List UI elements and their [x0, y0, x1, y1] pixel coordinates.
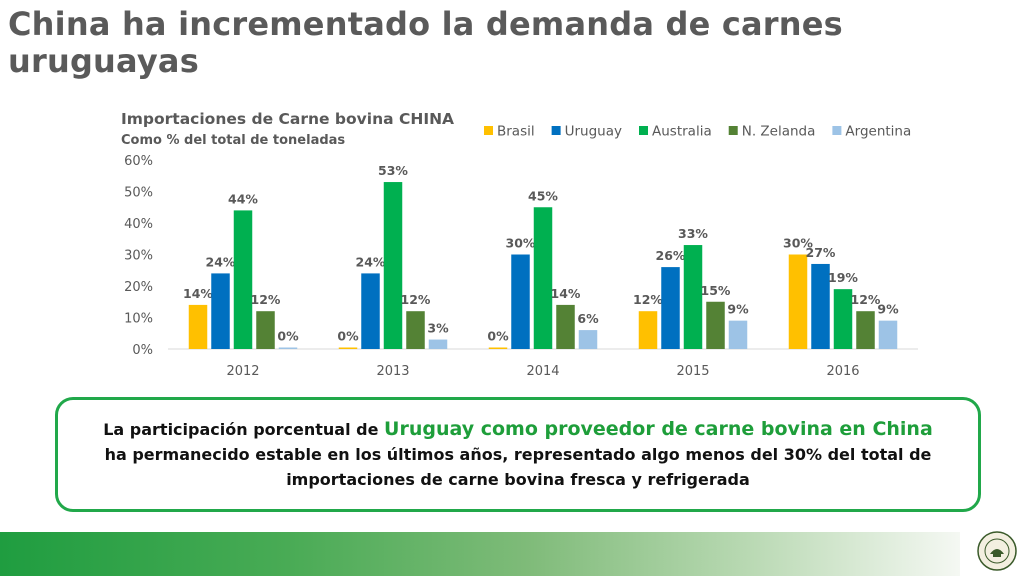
data-label: 0%	[337, 329, 359, 344]
bar	[256, 311, 275, 349]
data-label: 27%	[806, 245, 836, 260]
slide-title: China ha incrementado la demanda de carn…	[8, 5, 843, 80]
bar	[406, 311, 425, 349]
bar	[188, 304, 208, 349]
data-label: 30%	[506, 236, 536, 251]
callout-box: La participación porcentual de Uruguay c…	[55, 397, 981, 512]
x-tick-label: 2013	[376, 364, 409, 379]
bar	[578, 330, 598, 349]
legend-swatch	[728, 126, 738, 135]
y-tick-label: 50%	[124, 186, 153, 201]
y-tick-label: 10%	[124, 312, 153, 327]
data-label: 15%	[701, 283, 731, 298]
data-label: 24%	[206, 254, 236, 269]
data-label: 12%	[401, 292, 431, 307]
legend-label: N. Zelanda	[742, 124, 816, 140]
y-tick-label: 40%	[124, 217, 153, 232]
x-tick-label: 2012	[226, 364, 259, 379]
data-label: 12%	[851, 292, 881, 307]
y-tick-label: 60%	[124, 154, 153, 169]
bar	[511, 254, 530, 349]
data-label: 3%	[427, 321, 449, 336]
legend-label: Australia	[652, 124, 712, 140]
footer-gradient-band	[0, 532, 960, 576]
data-label: 26%	[656, 248, 686, 263]
legend-swatch	[484, 126, 493, 135]
data-label: 33%	[678, 226, 708, 241]
bar	[856, 311, 875, 349]
bar	[638, 311, 658, 349]
bar	[428, 339, 448, 349]
legend-label: Brasil	[497, 124, 535, 140]
data-label: 9%	[727, 302, 749, 317]
legend-label: Argentina	[845, 124, 911, 140]
y-tick-label: 20%	[124, 280, 153, 295]
data-label: 45%	[528, 188, 558, 203]
bar	[728, 320, 748, 349]
chart-subtitle: Como % del total de toneladas	[121, 133, 346, 148]
bar	[361, 273, 380, 349]
data-label: 14%	[183, 286, 213, 301]
data-label: 12%	[633, 292, 663, 307]
data-label: 44%	[228, 191, 258, 206]
legend-swatch	[832, 126, 842, 135]
bar	[488, 347, 508, 349]
bar	[833, 289, 853, 349]
data-label: 0%	[487, 329, 509, 344]
bar	[556, 304, 575, 349]
callout-text-part2: ha permanecido estable en los últimos añ…	[104, 445, 932, 489]
bar	[211, 273, 230, 349]
callout-text: La participación porcentual de Uruguay c…	[98, 417, 938, 492]
bar	[788, 254, 808, 349]
bar	[661, 267, 680, 349]
data-label: 6%	[577, 311, 599, 326]
bar	[383, 182, 403, 349]
data-label: 53%	[378, 163, 408, 178]
y-tick-label: 30%	[124, 249, 153, 264]
data-label: 14%	[551, 286, 581, 301]
legend-swatch	[639, 126, 648, 135]
data-label: 30%	[783, 236, 813, 251]
callout-highlight: Uruguay como proveedor de carne bovina e…	[384, 418, 933, 440]
chart-title: Importaciones de Carne bovina CHINA	[121, 110, 455, 128]
bar-chart: 0% 10% 20% 30% 40% 50% 60% 14% 24% 44% 12% 0% 2012 0%…	[124, 124, 918, 379]
legend-label: Uruguay	[565, 124, 622, 140]
bar	[811, 263, 830, 349]
y-tick-label: 0%	[132, 343, 153, 358]
callout-text-part1: La participación porcentual de	[103, 420, 385, 439]
association-seal-logo	[977, 531, 1017, 571]
data-label: 0%	[277, 329, 299, 344]
bar	[878, 320, 898, 349]
bar	[706, 301, 725, 349]
bar	[233, 210, 253, 349]
bar	[533, 207, 553, 349]
bar	[278, 347, 298, 349]
x-tick-label: 2016	[826, 364, 859, 379]
bar	[683, 245, 703, 349]
data-label: 24%	[356, 254, 386, 269]
x-tick-label: 2015	[676, 364, 709, 379]
bar	[338, 347, 358, 349]
data-label: 9%	[877, 302, 899, 317]
data-label: 12%	[251, 292, 281, 307]
data-label: 19%	[828, 270, 858, 285]
x-tick-label: 2014	[526, 364, 559, 379]
legend-swatch	[551, 126, 561, 135]
